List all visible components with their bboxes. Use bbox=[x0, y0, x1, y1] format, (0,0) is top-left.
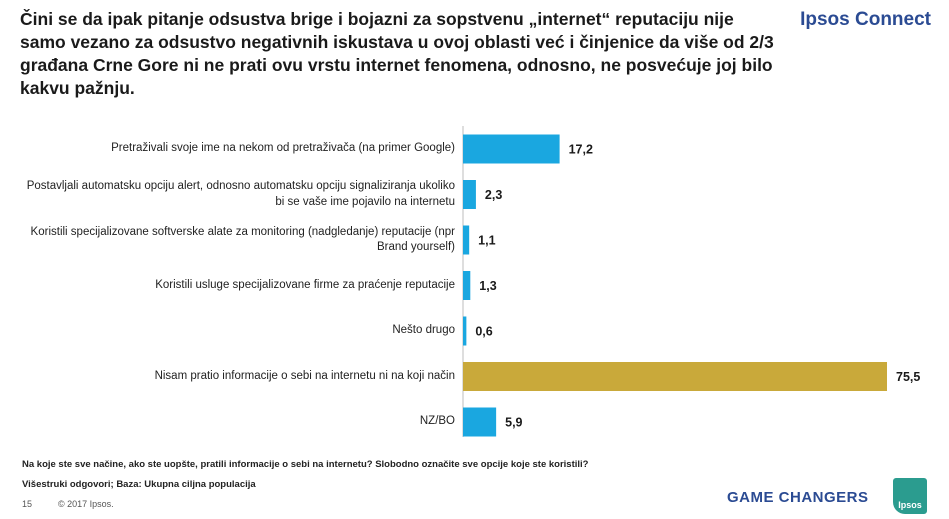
brand-name: Ipsos Connect bbox=[800, 9, 931, 30]
page-number: 15 bbox=[22, 499, 33, 509]
data-label: 0,6 bbox=[475, 325, 492, 339]
question-footnote: Na koje ste sve načine, ako ste uopšte, … bbox=[22, 459, 589, 470]
category-label: NZ/BO bbox=[419, 415, 455, 427]
page-title: Čini se da ipak pitanje odsustva brige i… bbox=[20, 9, 774, 98]
category-label: Pretraživali svoje ime na nekom od pretr… bbox=[111, 142, 455, 154]
data-label: 1,3 bbox=[479, 279, 496, 293]
category-label: Nisam pratio informacije o sebi na inter… bbox=[154, 369, 455, 382]
bar bbox=[463, 362, 887, 391]
bar bbox=[463, 271, 471, 300]
data-label: 5,9 bbox=[505, 416, 522, 430]
copyright: © 2017 Ipsos. bbox=[58, 499, 114, 509]
data-label: 17,2 bbox=[569, 143, 593, 157]
category-label: Koristili specijalizovane softverske ala… bbox=[30, 225, 455, 254]
data-label: 2,3 bbox=[485, 188, 502, 202]
category-label: Koristili usluge specijalizovane firme z… bbox=[155, 278, 455, 291]
ipsos-logo: Ipsos bbox=[893, 478, 927, 514]
bar bbox=[463, 225, 470, 255]
base-footnote: Višestruki odgovori; Baza: Ukupna ciljna… bbox=[22, 479, 256, 490]
bar-chart: 17,2 2,3 1,1 1,3 0,6 75,5 5,9 bbox=[462, 126, 920, 437]
bar bbox=[463, 316, 467, 346]
tagline: GAME CHANGERS bbox=[727, 489, 869, 506]
bar bbox=[463, 134, 560, 164]
bar bbox=[463, 407, 497, 437]
category-label: Postavljali automatsku opciju alert, odn… bbox=[26, 180, 455, 208]
data-label: 1,1 bbox=[478, 234, 495, 248]
logo-text: Ipsos bbox=[898, 500, 922, 510]
data-label: 75,5 bbox=[896, 370, 920, 384]
category-label: Nešto drugo bbox=[392, 324, 455, 336]
bar bbox=[463, 180, 476, 209]
